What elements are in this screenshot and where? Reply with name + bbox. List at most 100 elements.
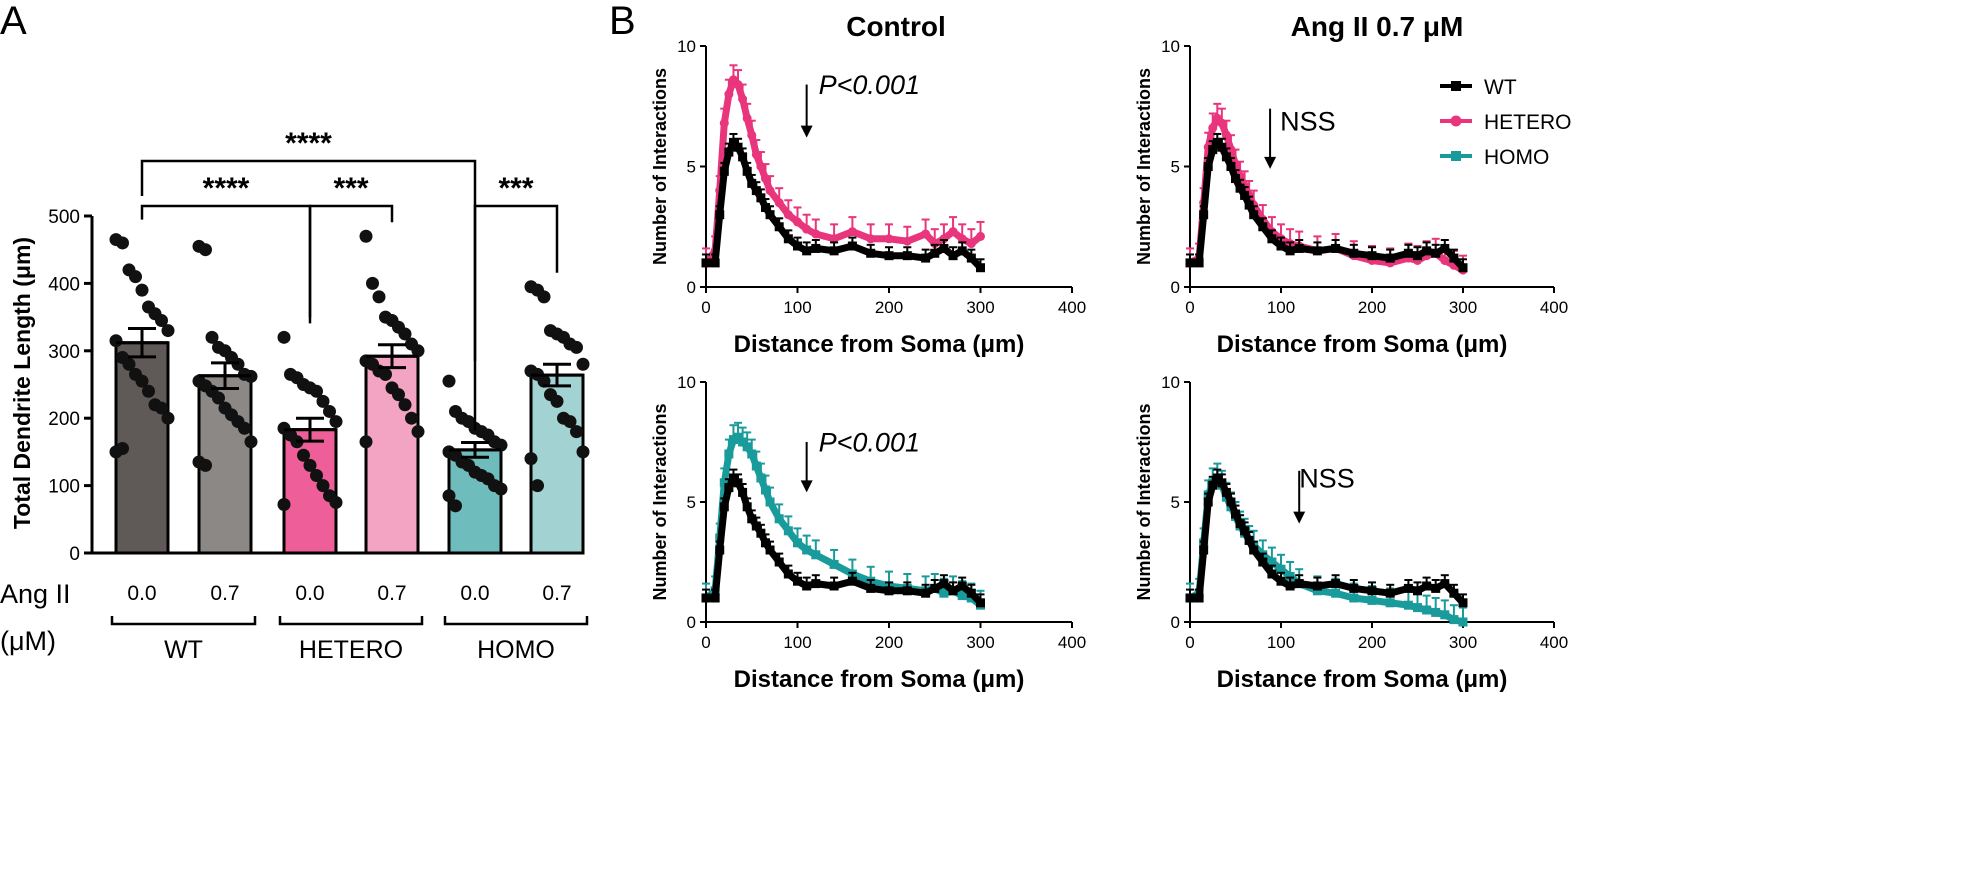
data-point (733, 478, 743, 488)
data-point (329, 495, 343, 509)
x-tick-label: 300 (966, 633, 994, 652)
legend-hetero-marker (1450, 115, 1462, 127)
data-point (1199, 545, 1209, 555)
annotation: P<0.001 (819, 428, 920, 458)
data-point (1403, 600, 1413, 610)
data-point (738, 487, 748, 497)
data-point (1217, 142, 1227, 152)
data-point (1244, 200, 1254, 210)
data-point (811, 550, 821, 560)
data-point (1240, 526, 1250, 536)
group-label: HETERO (299, 636, 403, 664)
significance-bracket (140, 204, 312, 324)
series-line (1190, 138, 1466, 271)
x-tick-label: 300 (966, 298, 994, 317)
data-point (576, 445, 590, 459)
data-point (1385, 253, 1395, 263)
data-point (1440, 610, 1450, 620)
data-point (1212, 473, 1222, 483)
data-point (1449, 253, 1459, 263)
y-tick-label: 500 (48, 207, 80, 228)
x-axis-label: Distance from Soma (μm) (734, 666, 1025, 693)
data-point (135, 374, 149, 388)
series-wt (1185, 468, 1468, 608)
data-point (701, 258, 711, 268)
data-point (866, 583, 876, 593)
data-point (1231, 509, 1240, 519)
data-point (921, 253, 931, 263)
dose-label: 0.0 (295, 582, 324, 605)
data-point (724, 147, 734, 157)
data-point (1203, 497, 1213, 507)
data-point (751, 461, 761, 471)
data-point (122, 357, 136, 371)
data-point (976, 263, 985, 273)
data-point (802, 581, 812, 591)
data-point (811, 579, 821, 589)
data-point (742, 113, 752, 123)
x-tick-label: 0 (1185, 633, 1194, 652)
data-point (747, 178, 757, 188)
data-point (774, 222, 784, 232)
arrow-head (1264, 156, 1277, 169)
data-point (765, 545, 775, 555)
data-point (392, 388, 405, 402)
data-point (701, 593, 711, 603)
group-bracket (443, 616, 589, 626)
significance-label: **** (203, 172, 250, 205)
data-point (783, 569, 793, 579)
series-wt (701, 132, 985, 273)
data-point (747, 449, 757, 459)
data-point (310, 384, 323, 398)
data-point (1267, 569, 1277, 579)
data-point (379, 367, 392, 381)
data-point (957, 581, 967, 591)
x-tick-label: 0 (701, 633, 710, 652)
data-point (783, 210, 793, 220)
data-point (323, 404, 336, 418)
data-point (847, 241, 857, 251)
data-point (774, 198, 784, 208)
data-point (760, 202, 770, 212)
data-point (442, 374, 456, 388)
data-point (1413, 586, 1422, 596)
data-point (1431, 607, 1441, 617)
data-point (829, 559, 839, 569)
data-point (1349, 248, 1359, 258)
y-axis-label: Total Dendrite Length (μm) (9, 237, 35, 529)
data-point (1431, 583, 1441, 593)
data-point (524, 452, 538, 466)
annotation: P<0.001 (819, 70, 920, 100)
data-point (1258, 222, 1268, 232)
data-point (760, 538, 770, 548)
data-point (1312, 586, 1322, 596)
x-tick-label: 100 (783, 298, 811, 317)
x-tick-label: 100 (783, 633, 811, 652)
x-tick-label: 300 (1449, 298, 1477, 317)
data-point (1267, 234, 1277, 244)
col-title-angii: Ang II 0.7 μM (1291, 11, 1464, 42)
data-point (738, 437, 748, 447)
data-point (728, 435, 738, 445)
data-point (829, 581, 839, 591)
data-point (1440, 255, 1450, 265)
data-point (155, 313, 168, 327)
data-point (1349, 593, 1359, 603)
x-tick-label: 200 (875, 633, 903, 652)
data-point (1240, 190, 1250, 200)
data-point (884, 586, 894, 596)
data-point (733, 80, 743, 90)
x-axis-label: Distance from Soma (μm) (734, 331, 1025, 358)
data-point (715, 210, 725, 220)
data-point (802, 545, 812, 555)
data-point (930, 239, 940, 249)
series-hetero (701, 64, 985, 268)
arrow-head (800, 480, 813, 493)
data-point (570, 340, 583, 354)
data-point (1244, 535, 1254, 545)
legend-hetero: HETERO (1484, 111, 1572, 134)
data-point (756, 473, 766, 483)
data-point (1276, 564, 1286, 574)
y-axis-label: Number of Interactions (650, 403, 670, 600)
